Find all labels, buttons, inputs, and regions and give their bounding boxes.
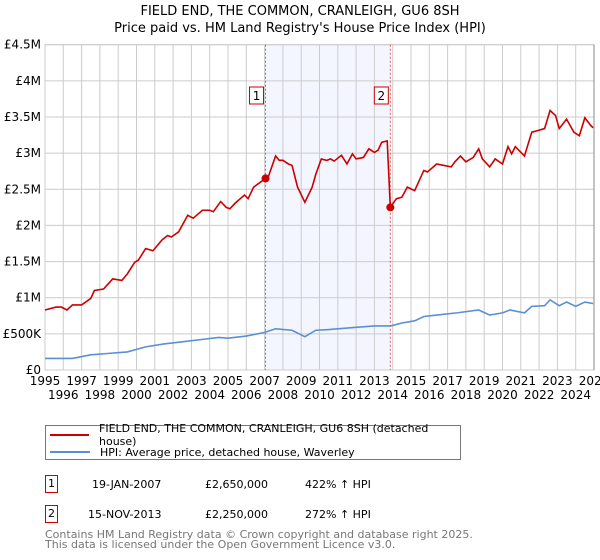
legend: FIELD END, THE COMMON, CRANLEIGH, GU6 8S…: [45, 422, 461, 460]
x-tick-label: 2022: [524, 388, 555, 402]
sale-row: 2 15-NOV-2013 £2,250,000 272% ↑ HPI: [45, 505, 465, 525]
x-tick-label: 2012: [341, 388, 372, 402]
x-tick-label: 2009: [286, 374, 317, 388]
y-tick-label: £1.5M: [4, 255, 41, 269]
sale-annotation-label: 1: [253, 89, 261, 103]
legend-swatch: [50, 434, 89, 436]
x-tick-label: 1999: [103, 374, 134, 388]
y-tick-label: £3M: [15, 146, 41, 160]
y-tick-label: £1M: [15, 291, 41, 305]
footer-copyright: Contains HM Land Registry data © Crown c…: [45, 528, 473, 541]
chart-title: FIELD END, THE COMMON, CRANLEIGH, GU6 8S…: [0, 3, 600, 37]
x-tick-label: 2024: [560, 388, 591, 402]
title-line-1: FIELD END, THE COMMON, CRANLEIGH, GU6 8S…: [140, 4, 460, 19]
sale-annotation-box: [373, 86, 389, 105]
y-tick-label: £4M: [15, 74, 41, 88]
x-tick-label: 2019: [469, 374, 500, 388]
x-tick-label: 2023: [542, 374, 573, 388]
y-tick-label: £0: [26, 363, 41, 377]
legend-item-hpi: HPI: Average price, detached house, Wave…: [50, 444, 355, 460]
sale-date: 19-JAN-2007: [92, 478, 162, 491]
x-tick-label: 2025: [579, 374, 600, 388]
x-tick-label: 2011: [323, 374, 354, 388]
series-line: [44, 109, 594, 311]
x-tick-label: 1995: [30, 374, 61, 388]
x-tick-label: 2004: [194, 388, 225, 402]
x-tick-label: 1998: [85, 388, 116, 402]
x-tick-label: 2010: [304, 388, 335, 402]
x-tick-label: 2018: [451, 388, 482, 402]
sale-point: [261, 174, 270, 183]
sale-price: £2,250,000: [205, 508, 268, 521]
x-tick-label: 2015: [396, 374, 427, 388]
sale-badge: 1: [45, 475, 58, 493]
sale-annotation-label: 2: [378, 89, 386, 103]
x-tick-label: 2014: [377, 388, 408, 402]
x-tick-label: 2001: [140, 374, 171, 388]
title-line-2: Price paid vs. HM Land Registry's House …: [114, 21, 486, 36]
y-tick-label: £4.5M: [4, 38, 41, 52]
sale-point: [386, 203, 395, 212]
x-tick-label: 2006: [231, 388, 262, 402]
footer: Contains HM Land Registry data © Crown c…: [45, 528, 473, 551]
x-tick-label: 2007: [249, 374, 280, 388]
legend-label: HPI: Average price, detached house, Wave…: [100, 445, 355, 459]
x-tick-label: 2000: [121, 388, 152, 402]
sale-annotation-box: [249, 86, 265, 105]
sale-price: £2,650,000: [205, 478, 268, 491]
sale-date: 15-NOV-2013: [88, 508, 162, 521]
y-tick-label: £500K: [3, 327, 43, 341]
sale-hpi-change: 272% ↑ HPI: [305, 508, 371, 521]
sale-row: 1 19-JAN-2007 £2,650,000 422% ↑ HPI: [45, 475, 465, 495]
x-tick-label: 2021: [506, 374, 537, 388]
series-line: [45, 298, 594, 360]
legend-label: FIELD END, THE COMMON, CRANLEIGH, GU6 8S…: [99, 422, 429, 448]
sale-hpi-change: 422% ↑ HPI: [305, 478, 371, 491]
legend-swatch: [50, 451, 90, 453]
x-tick-label: 1996: [48, 388, 79, 402]
shaded-ownership-period: [265, 44, 391, 370]
x-tick-label: 2013: [359, 374, 390, 388]
x-tick-label: 1997: [66, 374, 97, 388]
x-tick-label: 2003: [176, 374, 207, 388]
price-chart: £0 £500K £1M £1.5M £2M £2.5M £3M £3.5M £4M £4.5M 1…: [3, 38, 600, 402]
legend-item-property: FIELD END, THE COMMON, CRANLEIGH, GU6 8S…: [50, 422, 460, 448]
footer-licence: This data is licensed under the Open Gov…: [45, 538, 396, 551]
x-tick-label: 2008: [268, 388, 299, 402]
x-tick-label: 2020: [487, 388, 518, 402]
x-tick-label: 2005: [213, 374, 244, 388]
y-tick-label: £3.5M: [4, 110, 41, 124]
sale-badge: 2: [45, 505, 58, 523]
x-tick-label: 2002: [158, 388, 189, 402]
y-tick-label: £2.5M: [4, 182, 41, 196]
x-tick-label: 2016: [414, 388, 445, 402]
y-tick-label: £2M: [15, 218, 41, 232]
x-tick-label: 2017: [432, 374, 463, 388]
